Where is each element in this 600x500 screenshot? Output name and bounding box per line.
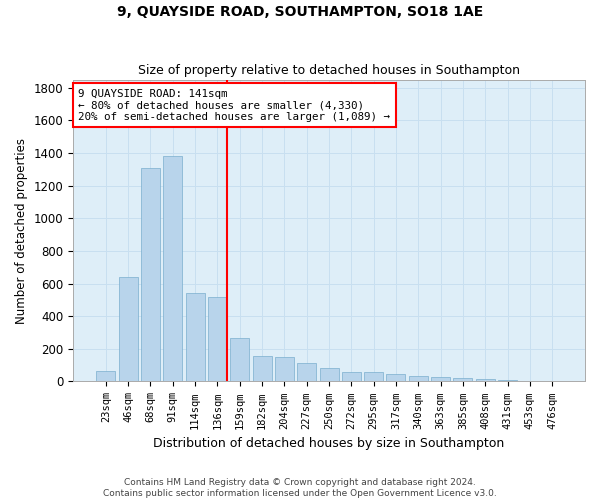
Bar	[185, 294, 205, 382]
Bar	[520, 380, 539, 382]
X-axis label: Distribution of detached houses by size in Southampton: Distribution of detached houses by size …	[154, 437, 505, 450]
Y-axis label: Number of detached properties: Number of detached properties	[15, 138, 28, 324]
Bar	[543, 380, 562, 382]
Bar	[498, 380, 517, 382]
Bar	[208, 296, 227, 382]
Text: Contains HM Land Registry data © Crown copyright and database right 2024.
Contai: Contains HM Land Registry data © Crown c…	[103, 478, 497, 498]
Bar	[230, 338, 249, 382]
Text: 9, QUAYSIDE ROAD, SOUTHAMPTON, SO18 1AE: 9, QUAYSIDE ROAD, SOUTHAMPTON, SO18 1AE	[117, 5, 483, 19]
Bar	[431, 378, 450, 382]
Text: 9 QUAYSIDE ROAD: 141sqm
← 80% of detached houses are smaller (4,330)
20% of semi: 9 QUAYSIDE ROAD: 141sqm ← 80% of detache…	[78, 88, 390, 122]
Bar	[119, 277, 137, 382]
Bar	[386, 374, 406, 382]
Bar	[253, 356, 272, 382]
Bar	[320, 368, 338, 382]
Bar	[275, 357, 294, 382]
Title: Size of property relative to detached houses in Southampton: Size of property relative to detached ho…	[138, 64, 520, 77]
Bar	[476, 378, 495, 382]
Bar	[342, 372, 361, 382]
Bar	[409, 376, 428, 382]
Bar	[163, 156, 182, 382]
Bar	[96, 372, 115, 382]
Bar	[141, 168, 160, 382]
Bar	[454, 378, 472, 382]
Bar	[364, 372, 383, 382]
Bar	[297, 362, 316, 382]
